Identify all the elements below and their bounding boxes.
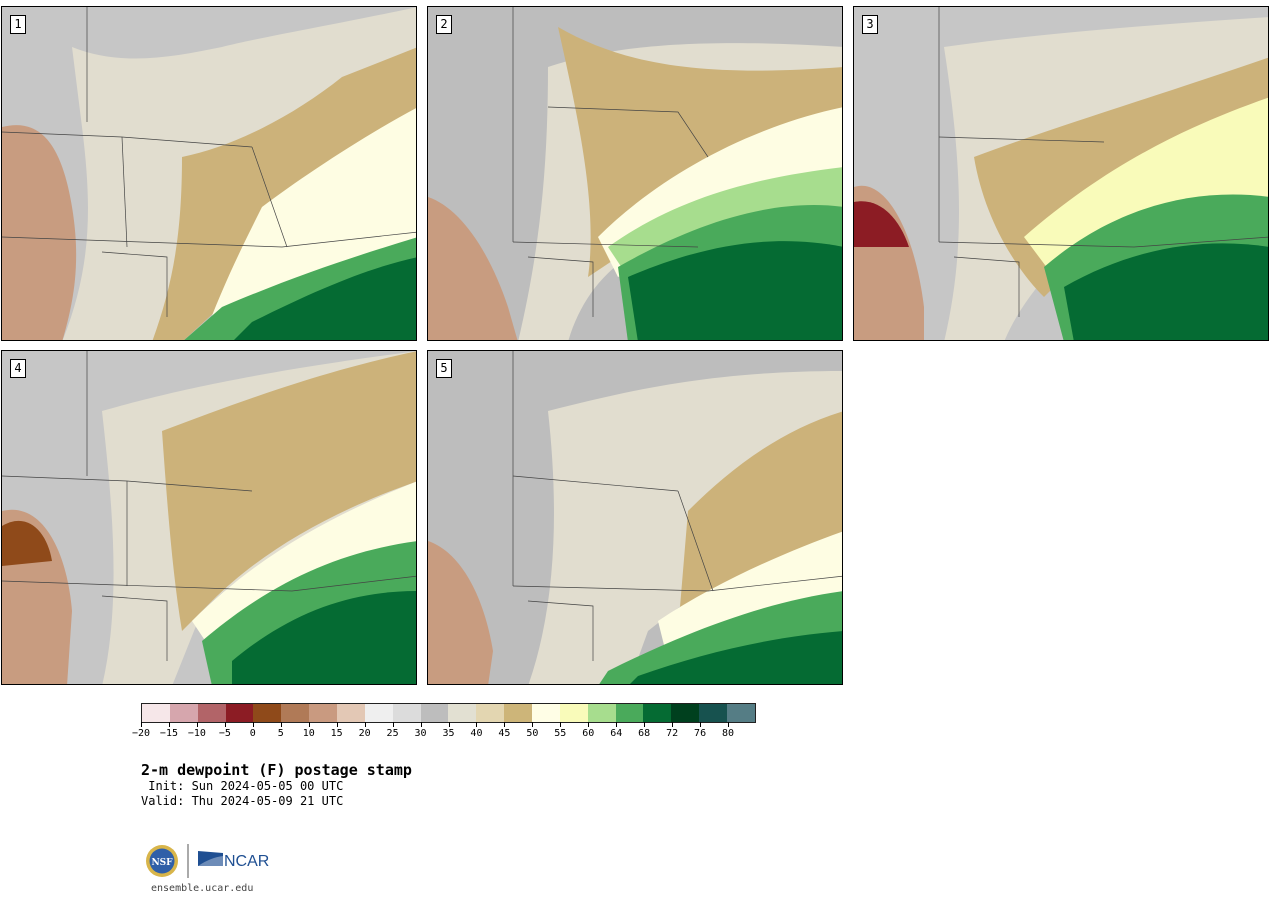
nsf-logo-text: NSF	[151, 858, 173, 868]
colorbar-segment	[699, 704, 728, 722]
colorbar-tick-label: 72	[666, 728, 679, 739]
map-panel-1: 1	[1, 6, 417, 341]
colorbar-tick-label: 45	[498, 728, 511, 739]
colorbar-tick-label: 50	[526, 728, 539, 739]
colorbar-tick	[252, 722, 254, 727]
dewpoint-map-4	[2, 351, 416, 684]
colorbar-tick	[224, 722, 226, 727]
colorbar-tick-label: −15	[159, 728, 178, 739]
dewpoint-colorbar	[141, 703, 756, 723]
colorbar-tick	[168, 722, 170, 727]
colorbar-tick-label: 55	[554, 728, 567, 739]
colorbar-tick	[280, 722, 282, 727]
colorbar-segment	[615, 704, 644, 722]
colorbar-tick-label: 60	[582, 728, 595, 739]
figure-title: 2-m dewpoint (F) postage stamp	[141, 761, 412, 779]
colorbar-segment	[476, 704, 505, 722]
colorbar-tick-label: 64	[610, 728, 623, 739]
colorbar-tick	[308, 722, 310, 727]
colorbar-tick	[420, 722, 422, 727]
colorbar-tick	[728, 722, 730, 727]
colorbar-segment	[504, 704, 533, 722]
colorbar-tick-label: 68	[638, 728, 651, 739]
colorbar-tick-label: 20	[358, 728, 371, 739]
colorbar-tick	[476, 722, 478, 727]
colorbar-tick	[392, 722, 394, 727]
colorbar-tick-label: −10	[187, 728, 206, 739]
valid-time: Valid: Thu 2024-05-09 21 UTC	[141, 794, 344, 808]
colorbar-tick-label: 30	[414, 728, 427, 739]
colorbar-segment	[169, 704, 198, 722]
colorbar-tick-label: 15	[330, 728, 343, 739]
colorbar-tick	[141, 722, 142, 727]
colorbar-segment	[253, 704, 282, 722]
dewpoint-map-2	[428, 7, 842, 340]
colorbar-segment	[225, 704, 254, 722]
colorbar-segment	[392, 704, 421, 722]
colorbar-tick-label: 5	[277, 728, 284, 739]
colorbar-tick-label: 80	[722, 728, 735, 739]
panel-number: 1	[10, 15, 26, 34]
colorbar-tick-label: −20	[131, 728, 151, 739]
colorbar-tick-label: 10	[302, 728, 315, 739]
map-panel-3: 3	[853, 6, 1269, 341]
footer-url: ensemble.ucar.edu	[151, 883, 254, 894]
colorbar-segment	[559, 704, 588, 722]
colorbar-tick-label: 76	[694, 728, 707, 739]
colorbar-segment	[364, 704, 393, 722]
colorbar-segment	[643, 704, 672, 722]
colorbar-tick	[672, 722, 674, 727]
colorbar-segment	[671, 704, 700, 722]
colorbar-segment	[420, 704, 449, 722]
colorbar-tick-label: −5	[218, 728, 231, 739]
colorbar-segment	[142, 704, 170, 722]
colorbar-segment	[337, 704, 365, 722]
dewpoint-map-1	[2, 7, 416, 340]
panel-number: 2	[436, 15, 452, 34]
colorbar-segment	[448, 704, 477, 722]
panel-number: 4	[10, 359, 26, 378]
colorbar-ticks: −20 −15 −10 −5 0 5 10 15 20 25 30 35 40 45 50 55 60 64 68 7…	[132, 722, 756, 742]
colorbar-tick	[700, 722, 702, 727]
colorbar-tick-label: 0	[249, 728, 256, 739]
dewpoint-map-5	[428, 351, 842, 684]
colorbar-tick	[560, 722, 562, 727]
colorbar-tick	[588, 722, 590, 727]
colorbar-tick	[196, 722, 198, 727]
colorbar-tick	[364, 722, 366, 727]
colorbar-tick	[448, 722, 450, 727]
colorbar-tick	[616, 722, 618, 727]
map-panel-2: 2	[427, 6, 843, 341]
colorbar-segment	[309, 704, 338, 722]
panel-number: 5	[436, 359, 452, 378]
colorbar-tick	[504, 722, 506, 727]
colorbar-tick-label: 25	[386, 728, 399, 739]
colorbar-tick-label: 35	[442, 728, 455, 739]
colorbar-tick-label: 40	[470, 728, 483, 739]
colorbar-segment	[281, 704, 310, 722]
colorbar-tick	[532, 722, 534, 727]
panel-number: 3	[862, 15, 878, 34]
ncar-logo-text: NCAR	[224, 853, 269, 870]
colorbar-segment	[727, 704, 755, 722]
colorbar-tick	[644, 722, 646, 727]
colorbar-tick	[336, 722, 338, 727]
nsf-ncar-logo: NSF NCAR	[146, 844, 269, 878]
colorbar-segment	[587, 704, 616, 722]
dewpoint-map-3	[854, 7, 1268, 340]
map-panel-5: 5	[427, 350, 843, 685]
colorbar-segment	[197, 704, 226, 722]
init-time: Init: Sun 2024-05-05 00 UTC	[141, 779, 344, 793]
logos: NSF NCAR	[145, 842, 275, 882]
map-panel-4: 4	[1, 350, 417, 685]
colorbar-segment	[532, 704, 560, 722]
